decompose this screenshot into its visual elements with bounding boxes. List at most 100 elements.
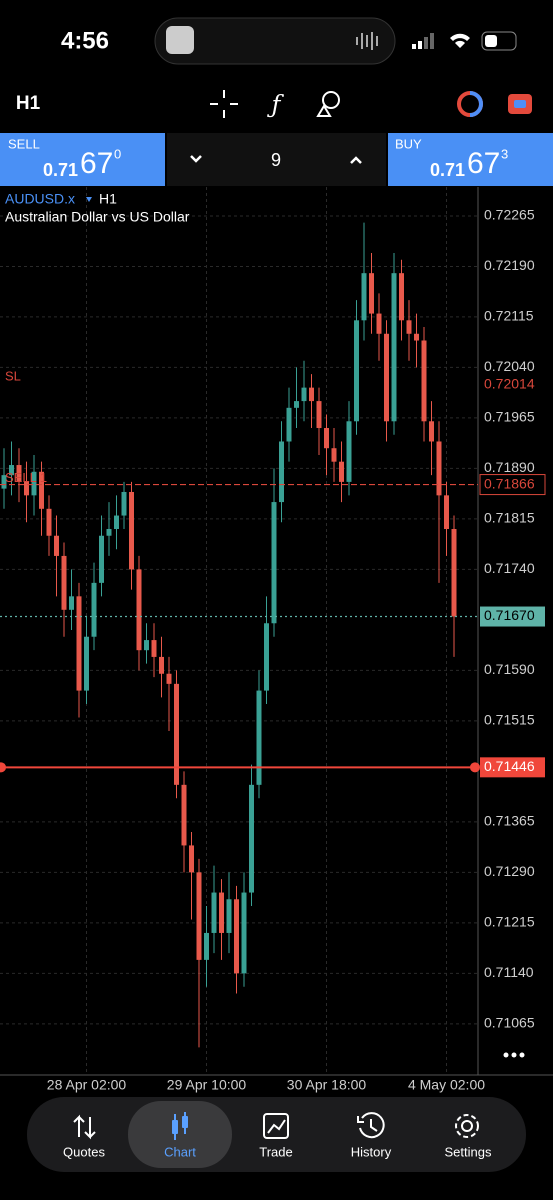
y-tick-label: 0.71365 bbox=[484, 813, 535, 829]
candle-body bbox=[84, 636, 89, 691]
account-button[interactable] bbox=[457, 91, 483, 117]
volume-up[interactable] bbox=[350, 156, 362, 164]
candle-body bbox=[316, 401, 322, 429]
settings-icon bbox=[455, 1114, 479, 1138]
candle-body bbox=[16, 465, 22, 482]
candle-body bbox=[376, 313, 382, 334]
candle-body bbox=[151, 640, 157, 657]
sell-price-big: 67 bbox=[80, 147, 113, 180]
candle-body bbox=[406, 320, 412, 334]
sell-label: SELL bbox=[8, 136, 40, 151]
symbol-dropdown[interactable] bbox=[86, 197, 92, 202]
chart-icon bbox=[172, 1112, 188, 1140]
island-icon bbox=[166, 26, 194, 54]
volume[interactable]: 9 bbox=[271, 150, 281, 170]
candle-body bbox=[114, 515, 119, 530]
y-tick-label: 0.71590 bbox=[484, 661, 535, 677]
candle-body bbox=[189, 845, 194, 873]
timeframe-button[interactable]: H1 bbox=[16, 93, 41, 114]
candle-body bbox=[339, 461, 344, 482]
trade-button[interactable] bbox=[508, 94, 532, 114]
candle-body bbox=[1, 475, 7, 489]
candle-body bbox=[369, 273, 374, 314]
candle-body bbox=[39, 471, 44, 509]
x-tick-label: 4 May 02:00 bbox=[408, 1077, 485, 1093]
y-tick-label: 0.71140 bbox=[484, 964, 534, 980]
candle-body bbox=[129, 491, 134, 570]
more-button[interactable] bbox=[503, 1052, 525, 1058]
level-handle[interactable] bbox=[0, 762, 6, 773]
volume-panel bbox=[167, 133, 386, 186]
candle-body bbox=[159, 656, 164, 674]
sell-button[interactable] bbox=[0, 133, 165, 186]
candle-body bbox=[324, 428, 329, 449]
level-price: 0.71866 bbox=[484, 475, 535, 491]
candle-body bbox=[196, 872, 202, 960]
candle-body bbox=[346, 421, 352, 482]
candle-body bbox=[31, 471, 37, 496]
candle-body bbox=[301, 387, 307, 402]
tab-label[interactable]: Quotes bbox=[63, 1144, 105, 1159]
candle-body bbox=[166, 673, 172, 684]
candle-body bbox=[309, 387, 314, 402]
candle-body bbox=[144, 640, 149, 651]
level-price: 0.71446 bbox=[484, 758, 535, 774]
y-tick-label: 0.71215 bbox=[484, 914, 535, 930]
candle-body bbox=[271, 502, 277, 624]
candle-body bbox=[451, 529, 457, 617]
sell-price-prefix: 0.71 bbox=[43, 160, 78, 180]
tab-label[interactable]: Chart bbox=[164, 1144, 196, 1159]
candle-body bbox=[54, 535, 59, 556]
candle-body bbox=[69, 596, 74, 610]
tab-label[interactable]: History bbox=[351, 1144, 392, 1159]
quotes-icon bbox=[73, 1114, 96, 1140]
active-tab-bg bbox=[128, 1101, 232, 1168]
level-tag bbox=[480, 374, 545, 395]
candle-body bbox=[99, 535, 104, 583]
y-tick-label: 0.71740 bbox=[484, 560, 535, 576]
candle-body bbox=[436, 441, 442, 496]
candle-body bbox=[91, 582, 97, 637]
candle-body bbox=[241, 892, 247, 974]
candle-body bbox=[279, 441, 284, 503]
candle-body bbox=[136, 569, 142, 651]
tabs: Quotes Chart Trade History Settings bbox=[63, 1144, 492, 1159]
y-tick-label: 0.72190 bbox=[484, 257, 535, 273]
objects-button[interactable] bbox=[316, 91, 340, 117]
trade-icon bbox=[263, 1113, 289, 1139]
candle-body bbox=[211, 892, 217, 933]
sell-price-sup: 0 bbox=[114, 146, 121, 161]
candle-body bbox=[106, 529, 112, 536]
chart-timeframe: H1 bbox=[99, 191, 117, 207]
candle-body bbox=[264, 623, 269, 691]
level-price: 0.71670 bbox=[484, 607, 535, 623]
symbol-description: Australian Dollar vs US Dollar bbox=[5, 209, 190, 225]
candle-body bbox=[219, 892, 224, 933]
candle-body bbox=[249, 784, 254, 893]
level-tag bbox=[480, 606, 545, 627]
volume-down[interactable] bbox=[190, 155, 202, 163]
buy-button[interactable] bbox=[388, 133, 553, 186]
level-tag bbox=[480, 757, 545, 778]
level-price: 0.72014 bbox=[484, 376, 535, 392]
tab-label[interactable]: Settings bbox=[445, 1144, 492, 1159]
crosshair-button[interactable] bbox=[210, 90, 238, 118]
y-tick-label: 0.71065 bbox=[484, 1015, 535, 1031]
candle-body bbox=[226, 899, 232, 933]
y-tick-label: 0.71965 bbox=[484, 409, 535, 425]
candle-body bbox=[399, 273, 404, 321]
tab-bar bbox=[27, 1097, 526, 1172]
level-handle[interactable] bbox=[470, 762, 480, 773]
chart[interactable]: 0.72265 0.72190 0.72115 0.72040 0.71965 0.718… bbox=[0, 187, 553, 1093]
candle-body bbox=[121, 491, 127, 516]
candle-body bbox=[234, 899, 239, 974]
audio-wave bbox=[356, 32, 378, 50]
candle-body bbox=[331, 448, 337, 462]
tab-label[interactable]: Trade bbox=[259, 1144, 292, 1159]
candle-body bbox=[354, 320, 359, 422]
candle-body bbox=[61, 555, 67, 610]
x-tick-label: 30 Apr 18:00 bbox=[287, 1077, 367, 1093]
wifi bbox=[450, 33, 470, 48]
indicators-button[interactable]: ƒ bbox=[267, 91, 285, 119]
